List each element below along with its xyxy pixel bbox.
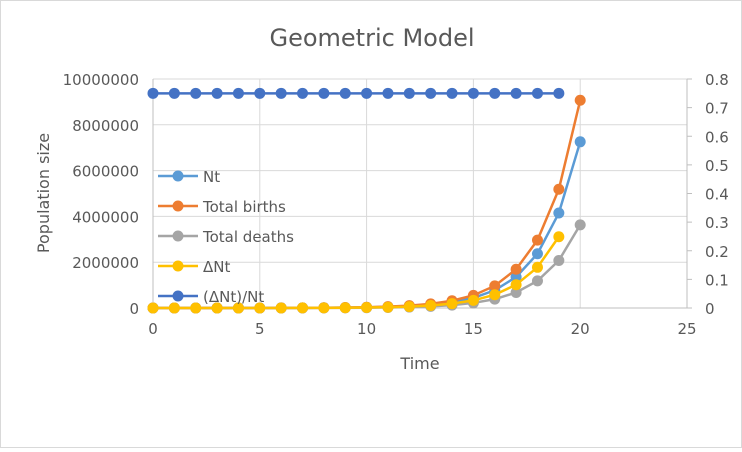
data-point: [339, 87, 351, 99]
x-tick-label: 10: [357, 320, 376, 338]
data-point: [168, 87, 180, 99]
legend-marker: [172, 290, 184, 302]
data-point: [147, 87, 159, 99]
data-point: [510, 263, 522, 275]
y2-tick-label: 0.2: [705, 243, 729, 261]
y2-tick-label: 0.6: [705, 128, 729, 146]
data-point: [211, 87, 223, 99]
data-point: [403, 87, 415, 99]
data-point: [211, 302, 223, 314]
y-axis-label: Population size: [34, 133, 53, 253]
data-point: [531, 261, 543, 273]
y2-tick-label: 0.1: [705, 271, 729, 289]
data-point: [574, 219, 586, 231]
data-point: [339, 302, 351, 314]
data-point: [275, 302, 287, 314]
data-point: [531, 234, 543, 246]
y-tick-label: 4000000: [72, 208, 139, 226]
data-point: [574, 136, 586, 148]
data-point: [403, 301, 415, 313]
y2-tick-label: 0.3: [705, 214, 729, 232]
data-point: [553, 87, 565, 99]
data-point: [489, 280, 501, 292]
x-tick-label: 0: [148, 320, 158, 338]
y-tick-label: 8000000: [72, 117, 139, 135]
data-point: [190, 87, 202, 99]
data-point: [510, 286, 522, 298]
data-point: [190, 302, 202, 314]
data-point: [531, 275, 543, 287]
y2-tick-label: 0.8: [705, 71, 729, 89]
data-point: [275, 87, 287, 99]
data-point: [510, 271, 522, 283]
y2-tick-label: 0.7: [705, 100, 729, 118]
y-tick-label: 2000000: [72, 254, 139, 272]
data-point: [168, 302, 180, 314]
x-tick-label: 20: [571, 320, 590, 338]
chart-title: Geometric Model: [269, 24, 474, 52]
data-point: [361, 87, 373, 99]
data-point: [232, 87, 244, 99]
data-point: [467, 87, 479, 99]
y2-tick-label: 0: [705, 300, 715, 318]
data-point: [553, 207, 565, 219]
y2-tick-label: 0.4: [705, 186, 729, 204]
data-point: [382, 301, 394, 313]
legend-label: Total deaths: [202, 228, 294, 246]
x-tick-label: 5: [255, 320, 265, 338]
data-point: [489, 289, 501, 301]
data-point: [553, 231, 565, 243]
y-tick-label: 10000000: [63, 71, 139, 89]
data-point: [531, 87, 543, 99]
data-point: [574, 94, 586, 106]
y2-tick-label: 0.5: [705, 157, 729, 175]
legend-label: Nt: [203, 168, 220, 186]
data-point: [425, 87, 437, 99]
x-tick-label: 15: [464, 320, 483, 338]
x-tick-label: 25: [677, 320, 696, 338]
data-point: [361, 302, 373, 314]
y-tick-label: 6000000: [72, 163, 139, 181]
data-point: [382, 87, 394, 99]
legend-label: ΔNt: [203, 258, 230, 276]
data-point: [553, 255, 565, 267]
data-point: [297, 302, 309, 314]
data-point: [232, 302, 244, 314]
data-point: [510, 279, 522, 291]
data-point: [531, 248, 543, 260]
data-point: [425, 300, 437, 312]
data-point: [489, 87, 501, 99]
y-tick-label: 0: [129, 300, 139, 318]
legend-marker: [172, 230, 184, 242]
data-point: [553, 183, 565, 195]
data-point: [297, 87, 309, 99]
data-point: [446, 87, 458, 99]
data-point: [254, 87, 266, 99]
data-point: [254, 302, 266, 314]
legend-label: Total births: [202, 198, 286, 216]
data-point: [318, 87, 330, 99]
legend-marker: [172, 260, 184, 272]
data-point: [510, 87, 522, 99]
data-point: [467, 294, 479, 306]
x-axis-label: Time: [399, 354, 439, 373]
data-point: [446, 298, 458, 310]
legend-marker: [172, 200, 184, 212]
data-point: [318, 302, 330, 314]
legend-label: (ΔNt)/Nt: [203, 288, 264, 306]
data-point: [147, 302, 159, 314]
legend-marker: [172, 170, 184, 182]
